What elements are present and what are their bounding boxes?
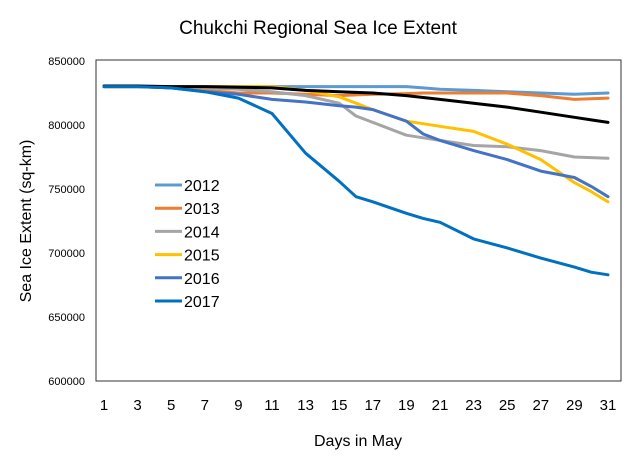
y-axis-label: Sea Ice Extent (sq-km) bbox=[18, 140, 35, 303]
x-tick-label: 29 bbox=[566, 397, 583, 414]
y-tick-label: 850000 bbox=[48, 56, 85, 68]
x-tick-label: 21 bbox=[432, 397, 449, 414]
legend-label: 2014 bbox=[184, 224, 220, 241]
y-tick-label: 650000 bbox=[48, 312, 85, 324]
y-tick-label: 750000 bbox=[48, 184, 85, 196]
y-tick-label: 600000 bbox=[48, 376, 85, 388]
x-tick-label: 17 bbox=[364, 397, 381, 414]
legend-label: 2013 bbox=[184, 201, 220, 218]
legend-label: 2015 bbox=[184, 248, 220, 265]
x-tick-label: 1 bbox=[100, 397, 108, 414]
x-tick-label: 5 bbox=[167, 397, 175, 414]
x-tick-label: 31 bbox=[600, 397, 617, 414]
series-line-2017 bbox=[102, 85, 610, 277]
x-axis-label: Days in May bbox=[314, 433, 402, 450]
x-tick-label: 15 bbox=[331, 397, 348, 414]
y-tick-label: 800000 bbox=[48, 120, 85, 132]
x-tick-label: 3 bbox=[133, 397, 141, 414]
x-tick-label: 7 bbox=[201, 397, 209, 414]
legend-label: 2017 bbox=[184, 294, 220, 311]
series-line-unlabeled bbox=[102, 84, 610, 124]
legend-label: 2016 bbox=[184, 271, 220, 288]
series-line-2014 bbox=[102, 85, 610, 160]
plot-area bbox=[95, 59, 622, 382]
x-tick-label: 13 bbox=[297, 397, 314, 414]
x-tick-label: 23 bbox=[465, 397, 482, 414]
x-tick-label: 27 bbox=[532, 397, 549, 414]
x-tick-label: 25 bbox=[499, 397, 516, 414]
y-tick-label: 700000 bbox=[48, 248, 85, 260]
x-tick-label: 19 bbox=[398, 397, 415, 414]
x-tick-label: 9 bbox=[234, 397, 242, 414]
legend-label: 2012 bbox=[184, 178, 220, 195]
x-tick-label: 11 bbox=[264, 397, 280, 414]
chart-title: Chukchi Regional Sea Ice Extent bbox=[179, 18, 457, 39]
